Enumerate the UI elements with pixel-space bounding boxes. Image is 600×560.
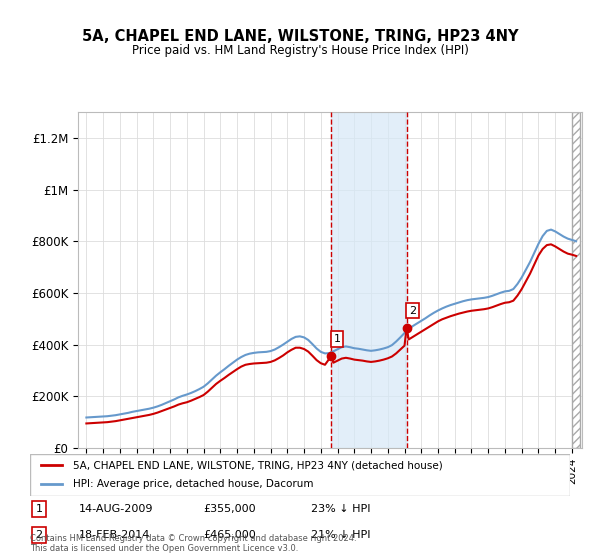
- Text: HPI: Average price, detached house, Dacorum: HPI: Average price, detached house, Daco…: [73, 479, 314, 489]
- Text: 18-FEB-2014: 18-FEB-2014: [79, 530, 150, 540]
- FancyBboxPatch shape: [30, 454, 570, 496]
- Bar: [331, 112, 407, 448]
- Text: 21% ↓ HPI: 21% ↓ HPI: [311, 530, 370, 540]
- Text: 14-AUG-2009: 14-AUG-2009: [79, 504, 153, 514]
- Text: 5A, CHAPEL END LANE, WILSTONE, TRING, HP23 4NY: 5A, CHAPEL END LANE, WILSTONE, TRING, HP…: [82, 29, 518, 44]
- Text: 2: 2: [409, 306, 416, 316]
- Text: 23% ↓ HPI: 23% ↓ HPI: [311, 504, 370, 514]
- Text: 1: 1: [334, 334, 341, 344]
- Text: 2: 2: [35, 530, 43, 540]
- Text: £355,000: £355,000: [203, 504, 256, 514]
- Text: £465,000: £465,000: [203, 530, 256, 540]
- Text: 5A, CHAPEL END LANE, WILSTONE, TRING, HP23 4NY (detached house): 5A, CHAPEL END LANE, WILSTONE, TRING, HP…: [73, 460, 443, 470]
- Text: 1: 1: [35, 504, 43, 514]
- Text: Contains HM Land Registry data © Crown copyright and database right 2024.
This d: Contains HM Land Registry data © Crown c…: [30, 534, 356, 553]
- Text: Price paid vs. HM Land Registry's House Price Index (HPI): Price paid vs. HM Land Registry's House …: [131, 44, 469, 57]
